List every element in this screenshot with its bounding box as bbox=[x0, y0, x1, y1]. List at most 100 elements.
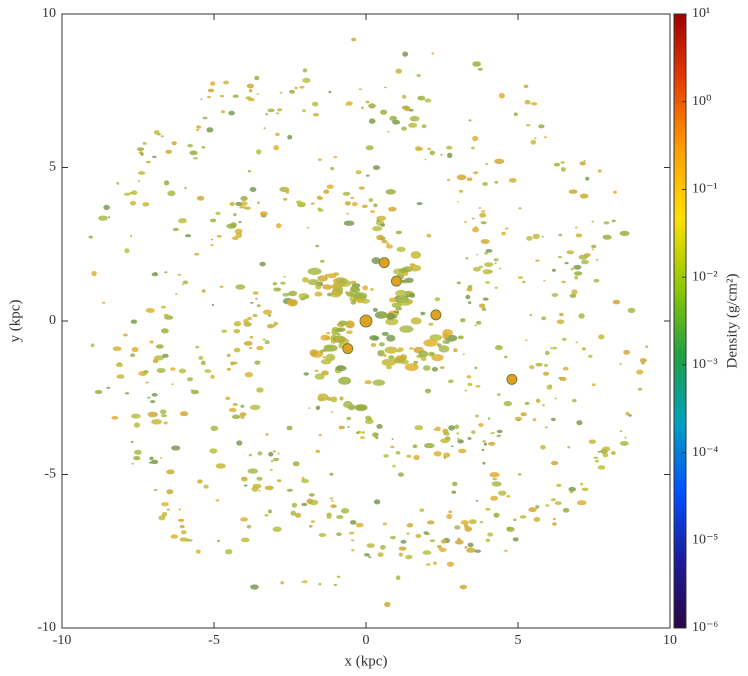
gas-clump bbox=[356, 431, 359, 434]
gas-clump bbox=[576, 500, 587, 506]
gas-clump bbox=[257, 451, 263, 456]
gas-clump bbox=[380, 544, 386, 550]
gas-clump bbox=[361, 204, 368, 208]
gas-clump bbox=[541, 236, 544, 238]
gas-clump bbox=[368, 556, 372, 558]
gas-clump bbox=[579, 161, 586, 166]
gas-clump bbox=[437, 343, 442, 348]
gas-clump bbox=[287, 134, 293, 140]
gas-clump bbox=[464, 389, 467, 392]
gas-clump bbox=[442, 332, 449, 340]
gas-clump bbox=[189, 539, 193, 542]
gas-clump bbox=[326, 514, 332, 520]
gas-clump bbox=[200, 360, 206, 366]
gas-clump bbox=[496, 429, 503, 434]
gas-clump bbox=[315, 405, 321, 410]
gas-clump bbox=[561, 280, 566, 284]
gas-clump bbox=[372, 379, 386, 386]
gas-clump bbox=[163, 313, 169, 317]
gas-clump bbox=[200, 98, 203, 100]
gas-clump bbox=[454, 525, 461, 530]
gas-clump bbox=[398, 268, 409, 274]
gas-clump bbox=[409, 115, 420, 122]
gas-clump bbox=[383, 454, 389, 458]
gas-clump bbox=[312, 101, 319, 107]
gas-clump bbox=[256, 304, 261, 308]
gas-clump bbox=[189, 150, 198, 156]
gas-clump bbox=[233, 329, 241, 334]
gas-clump bbox=[532, 418, 537, 422]
gas-clump bbox=[576, 420, 583, 426]
gas-clump bbox=[255, 297, 258, 300]
gas-clump bbox=[184, 186, 187, 190]
gas-clump bbox=[239, 205, 244, 209]
gas-clump bbox=[526, 124, 531, 127]
gas-clump bbox=[312, 202, 315, 205]
gas-clump bbox=[365, 145, 374, 151]
gas-clump bbox=[136, 147, 145, 152]
gas-clump bbox=[446, 178, 451, 181]
gas-clump bbox=[488, 269, 493, 274]
gas-clump bbox=[372, 432, 379, 438]
gas-clump bbox=[294, 512, 302, 518]
gas-clump bbox=[323, 189, 330, 194]
gas-clump bbox=[230, 362, 234, 366]
gas-clump bbox=[562, 507, 570, 513]
gas-clump bbox=[350, 280, 357, 284]
gas-clump bbox=[163, 180, 170, 186]
gas-clump bbox=[528, 507, 537, 513]
gas-clump bbox=[593, 278, 600, 283]
gas-clump bbox=[308, 524, 313, 528]
gas-clump bbox=[540, 445, 546, 450]
gas-clump bbox=[150, 400, 156, 404]
gas-clump bbox=[288, 290, 298, 297]
gas-clump bbox=[282, 197, 288, 201]
gas-clump bbox=[487, 532, 494, 537]
gas-clump bbox=[459, 584, 467, 590]
gas-clump bbox=[316, 195, 322, 200]
gas-clump bbox=[639, 358, 647, 363]
gas-clump bbox=[467, 437, 472, 440]
gas-clump bbox=[454, 539, 464, 545]
gas-clump bbox=[424, 442, 435, 449]
gas-clump bbox=[389, 115, 398, 122]
gas-clump bbox=[330, 504, 337, 509]
gas-clump bbox=[250, 301, 254, 304]
gas-clump bbox=[440, 438, 450, 444]
gas-clump bbox=[225, 549, 233, 555]
y-axis-label: y (kpc) bbox=[7, 300, 23, 343]
y-tick-label: -5 bbox=[44, 467, 56, 482]
gas-clump bbox=[138, 171, 146, 175]
gas-clump bbox=[161, 512, 168, 517]
gas-clump bbox=[243, 341, 253, 346]
gas-clump bbox=[142, 202, 150, 207]
colorbar-tick-label: 10⁻³ bbox=[692, 357, 718, 372]
gas-clump bbox=[210, 244, 214, 247]
gas-clump bbox=[457, 437, 460, 440]
gas-clump bbox=[195, 345, 200, 349]
gas-clump bbox=[299, 85, 305, 89]
gas-clump bbox=[158, 515, 166, 521]
gas-clump bbox=[346, 323, 355, 328]
gas-clump bbox=[386, 312, 396, 320]
gas-clump bbox=[395, 355, 407, 361]
gas-clump bbox=[228, 110, 235, 116]
gas-clump bbox=[124, 248, 130, 254]
gas-clump bbox=[233, 213, 237, 217]
gas-clump bbox=[645, 345, 648, 348]
gas-clump bbox=[575, 226, 578, 229]
gas-clump bbox=[263, 214, 267, 217]
gas-clump bbox=[559, 376, 567, 382]
gas-clump bbox=[373, 203, 378, 208]
gas-clump bbox=[401, 126, 407, 131]
gas-clump bbox=[318, 582, 322, 586]
gas-clump bbox=[504, 227, 509, 230]
gas-clump bbox=[277, 479, 282, 483]
gas-clump bbox=[534, 137, 537, 140]
gas-clump bbox=[137, 180, 141, 182]
gas-clump bbox=[285, 189, 290, 194]
gas-clump bbox=[562, 366, 569, 371]
gas-clump bbox=[460, 520, 469, 525]
gas-clump bbox=[307, 279, 319, 286]
